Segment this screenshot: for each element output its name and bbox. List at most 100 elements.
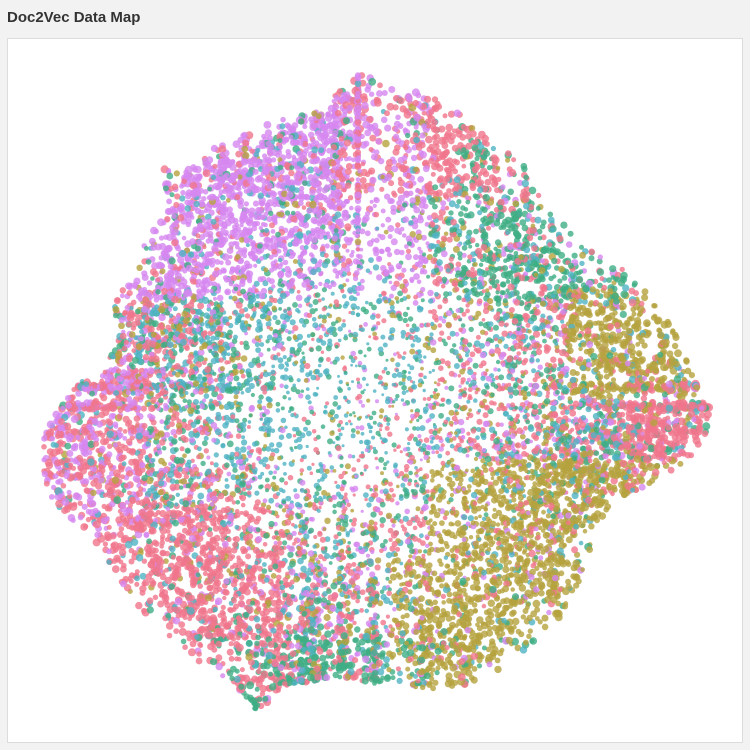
scatter-point: [466, 431, 471, 436]
scatter-point: [409, 348, 416, 355]
scatter-point: [407, 363, 411, 367]
scatter-point: [431, 368, 435, 373]
scatter-point: [532, 325, 539, 332]
scatter-point: [67, 493, 73, 499]
scatter-point: [482, 160, 488, 166]
scatter-point: [322, 527, 327, 531]
scatter-point: [257, 565, 263, 572]
scatter-point: [284, 384, 289, 390]
scatter-point: [437, 336, 443, 342]
scatter-point: [407, 481, 412, 486]
scatter-point: [350, 433, 356, 439]
scatter-point: [481, 603, 487, 609]
scatter-point: [335, 302, 340, 308]
scatter-point: [262, 542, 268, 547]
scatter-point: [530, 216, 537, 223]
scatter-point: [390, 238, 398, 246]
scatter-point: [239, 667, 245, 673]
scatter-point: [416, 279, 422, 285]
scatter-point: [515, 415, 520, 420]
scatter-point: [358, 349, 363, 355]
scatter-point: [422, 388, 426, 393]
scatter-point: [510, 492, 517, 498]
scatter-point: [399, 249, 405, 256]
scatter-point: [475, 435, 480, 440]
scatter-point: [519, 433, 526, 440]
scatter-point: [289, 319, 296, 326]
scatter-point: [245, 242, 250, 248]
scatter-point: [431, 570, 438, 577]
scatter-point: [446, 236, 453, 243]
scatter-point: [290, 210, 296, 216]
scatter-point: [467, 412, 474, 419]
scatter-point: [359, 608, 364, 613]
scatter-point: [443, 510, 450, 517]
scatter-point: [160, 331, 166, 336]
scatter-point: [159, 573, 167, 581]
scatter-point: [182, 398, 188, 404]
scatter-point: [223, 453, 229, 460]
scatter-point: [356, 458, 361, 463]
scatter-point: [303, 378, 309, 383]
scatter-point: [223, 232, 229, 237]
scatter-point: [438, 561, 444, 567]
scatter-point: [139, 585, 147, 593]
scatter-point: [240, 355, 248, 362]
scatter-plot[interactable]: [8, 39, 742, 742]
scatter-point: [640, 395, 648, 402]
scatter-point: [244, 331, 249, 336]
scatter-point: [320, 424, 326, 430]
scatter-point: [510, 587, 515, 592]
scatter-point: [383, 597, 391, 604]
scatter-point: [311, 429, 317, 434]
scatter-point: [541, 419, 546, 425]
scatter-point: [497, 368, 501, 372]
scatter-point: [203, 393, 210, 399]
scatter-point: [574, 551, 581, 558]
scatter-point: [570, 337, 576, 343]
scatter-point: [505, 150, 512, 157]
scatter-point: [435, 665, 441, 671]
scatter-point: [684, 367, 692, 375]
scatter-point: [379, 542, 386, 549]
scatter-point: [578, 346, 583, 352]
scatter-point: [294, 439, 298, 444]
scatter-point: [345, 422, 349, 426]
scatter-point: [504, 322, 509, 327]
scatter-point: [571, 252, 578, 259]
scatter-point: [355, 430, 360, 435]
scatter-point: [197, 446, 202, 452]
scatter-point: [565, 241, 573, 248]
scatter-point: [461, 565, 466, 569]
scatter-point: [453, 235, 461, 242]
scatter-point: [458, 211, 464, 217]
scatter-point: [539, 290, 545, 296]
scatter-point: [180, 638, 187, 645]
scatter-point: [258, 394, 264, 400]
scatter-point: [186, 399, 192, 405]
scatter-point: [354, 626, 361, 633]
scatter-point: [390, 675, 396, 681]
scatter-point: [391, 493, 396, 498]
scatter-point: [415, 188, 421, 194]
scatter-point: [363, 354, 367, 358]
scatter-point: [523, 185, 530, 192]
scatter-point: [458, 384, 462, 388]
scatter-point: [505, 230, 510, 236]
scatter-point: [392, 606, 397, 612]
scatter-point: [299, 472, 303, 476]
scatter-point: [243, 491, 248, 497]
scatter-point: [380, 208, 386, 214]
plot-area[interactable]: [7, 38, 743, 743]
scatter-point: [336, 501, 343, 508]
scatter-point: [437, 508, 441, 512]
scatter-point: [212, 371, 217, 376]
scatter-point: [235, 161, 243, 168]
scatter-point: [402, 622, 410, 630]
scatter-point: [310, 254, 315, 258]
scatter-point: [329, 465, 335, 470]
scatter-point: [421, 110, 427, 116]
scatter-point: [378, 293, 383, 298]
scatter-point: [516, 351, 521, 356]
scatter-point: [497, 649, 504, 657]
